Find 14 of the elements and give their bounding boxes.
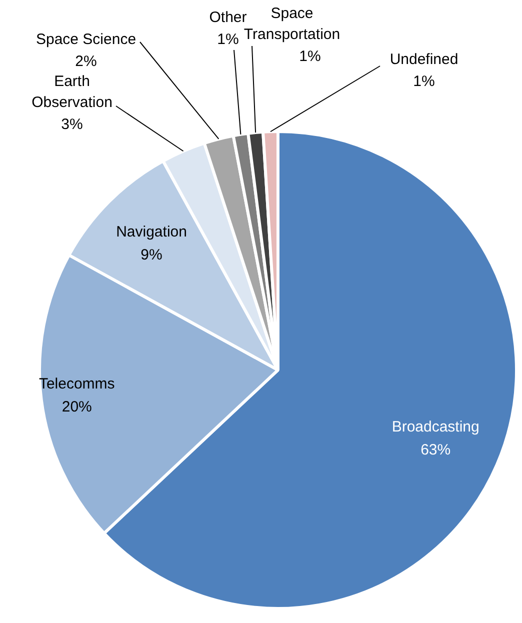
data-label: 20% bbox=[62, 398, 92, 416]
data-label: 3% bbox=[61, 116, 83, 134]
data-label: 9% bbox=[140, 246, 162, 264]
slice-label: Space Science bbox=[36, 31, 136, 48]
slice-label: Navigation bbox=[116, 224, 187, 241]
data-label: 1% bbox=[299, 48, 321, 66]
slice-label: Broadcasting bbox=[392, 418, 480, 436]
slice-label: Earth Observation bbox=[32, 73, 112, 112]
data-label: 1% bbox=[413, 73, 435, 90]
data-label: 2% bbox=[75, 53, 97, 70]
slice-label: Undefined bbox=[390, 51, 458, 68]
data-label: 1% bbox=[217, 31, 239, 48]
slice-label: Telecomms bbox=[38, 376, 115, 393]
data-label: 63% bbox=[420, 441, 451, 458]
